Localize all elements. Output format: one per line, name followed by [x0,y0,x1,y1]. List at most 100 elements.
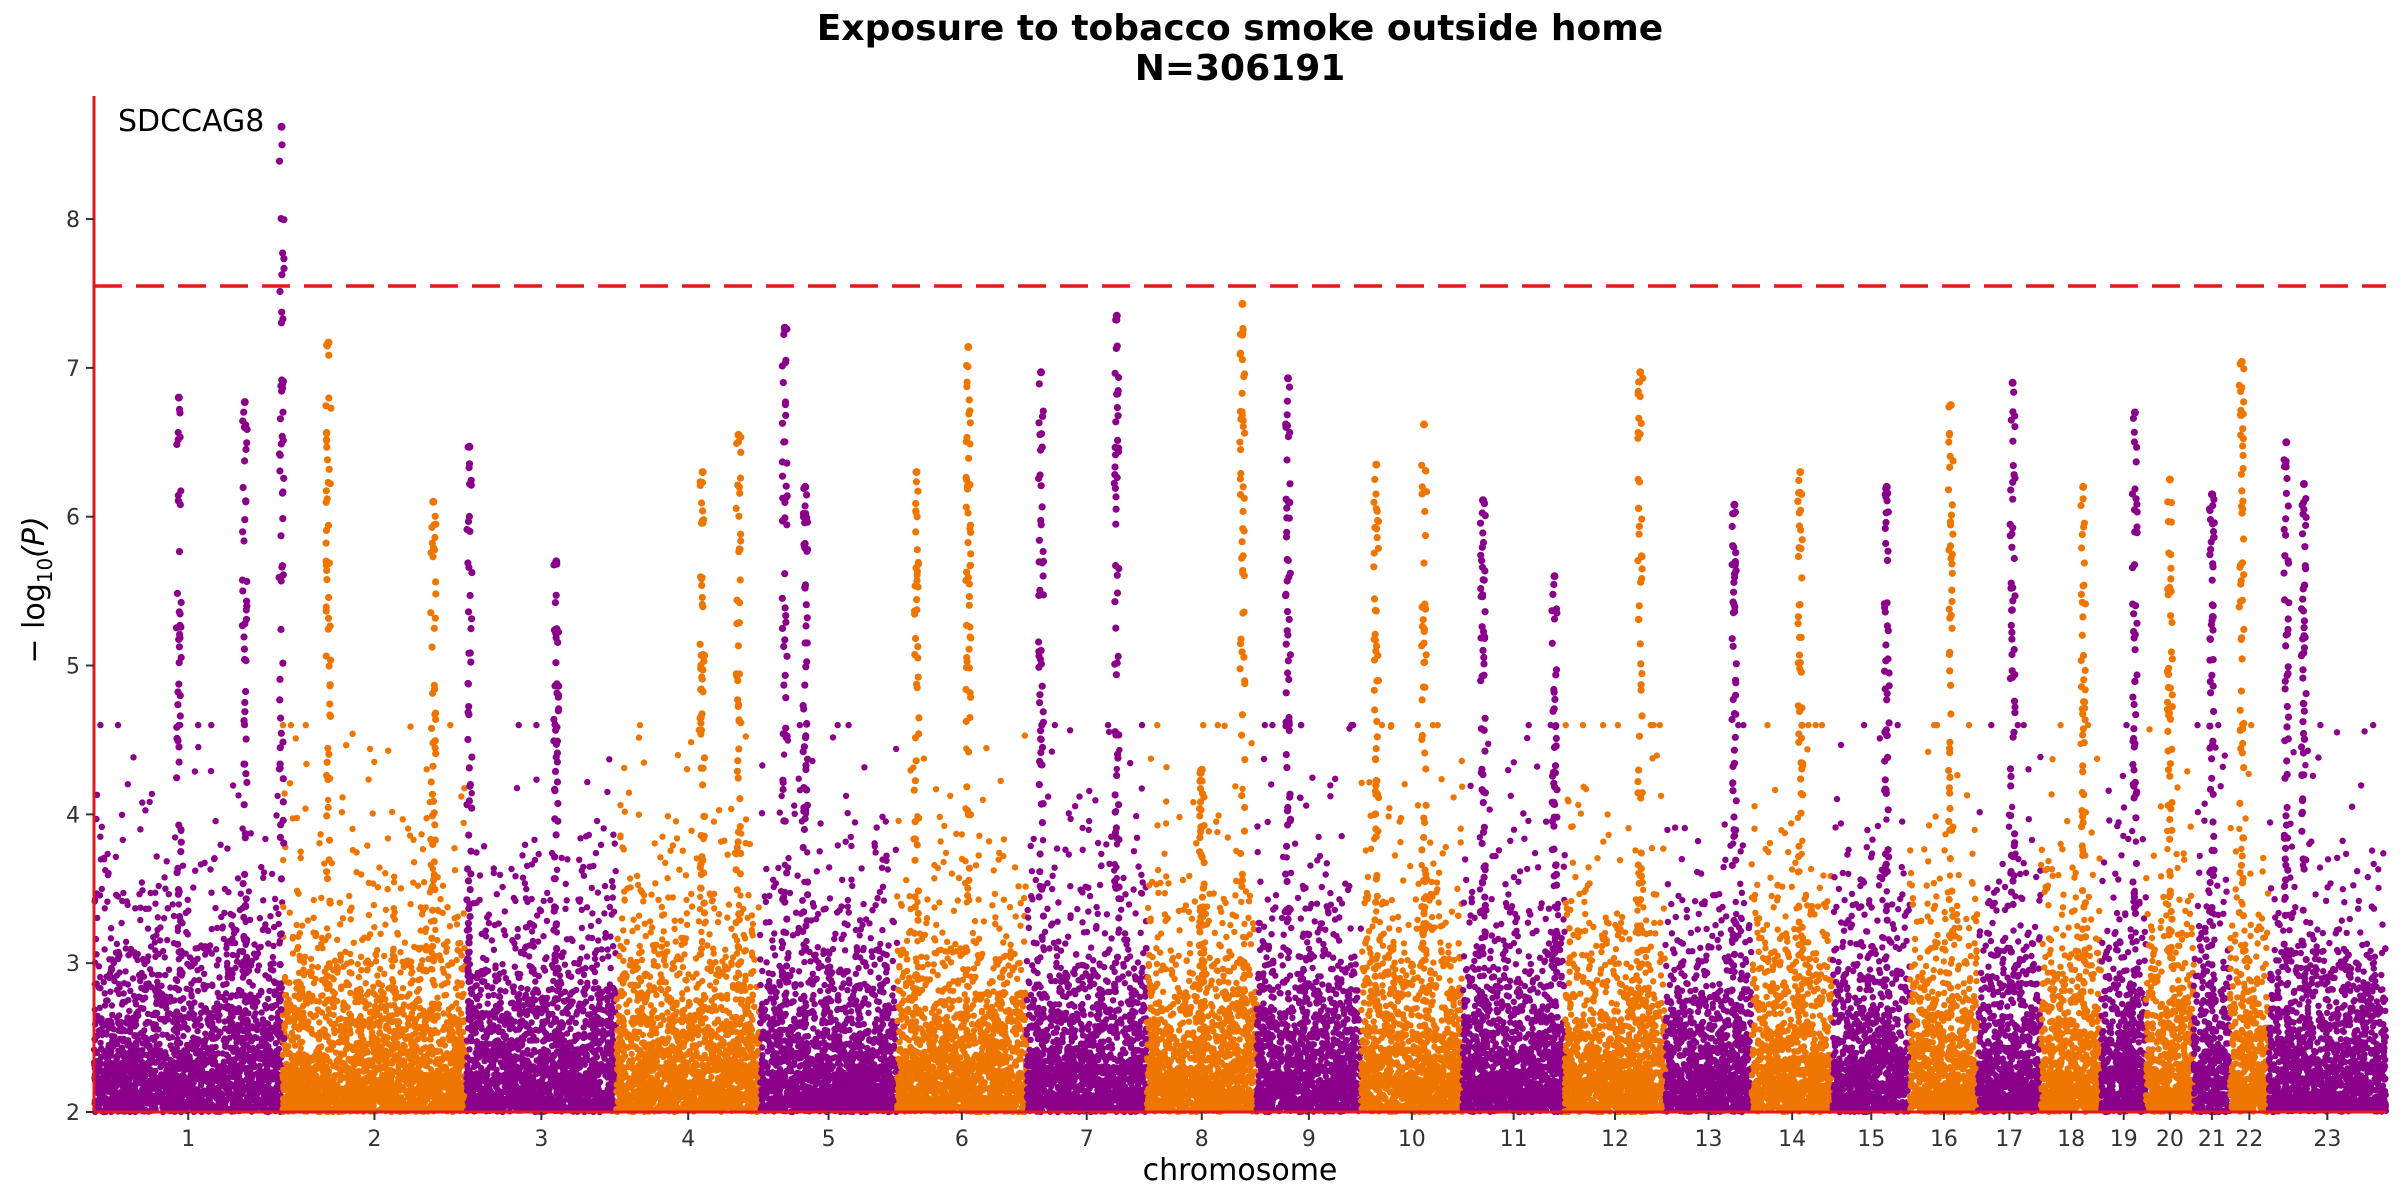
snp-point [365,911,373,919]
snp-point [268,1049,275,1057]
snp-point [289,815,297,822]
snp-point [453,921,461,928]
snp-point [188,991,195,998]
snp-point [452,1045,459,1053]
snp-point [407,1013,415,1020]
snp-point [295,933,302,940]
snp-point [168,1058,176,1065]
snp-point [389,963,396,970]
snp-point [123,1020,130,1027]
snp-point [288,1029,296,1037]
snp-point [233,958,241,965]
snp-point [269,1076,276,1083]
snp-point [304,1056,311,1064]
snp-point [224,1005,231,1012]
snp-point [416,1083,423,1091]
snp-point [375,1051,382,1058]
snp-point [375,1091,383,1098]
snp-point [129,975,137,982]
snp-point [303,760,310,768]
snp-point [103,1083,111,1091]
snp-point [105,1074,112,1082]
snp-point [223,1051,230,1058]
snp-point [246,978,253,986]
snp-point [281,1021,288,1029]
snp-point [333,1094,340,1102]
snp-point [601,882,609,890]
snp-point [382,870,389,877]
snp-point [439,882,447,889]
snp-point [240,1065,248,1072]
snp-point [216,974,223,981]
snp-point [129,1052,137,1060]
snp-point [223,1038,230,1046]
snp-point [266,987,273,995]
snp-point [117,1021,124,1028]
snp-point [220,1071,227,1078]
snp-point [253,1034,260,1042]
chromosome-1-points [90,721,286,1116]
snp-point [150,1025,157,1032]
snp-point [132,905,139,912]
snp-point [229,935,236,942]
snp-point [269,1094,276,1102]
snp-point [236,906,244,914]
snp-point [233,1075,240,1082]
snp-point [272,904,280,911]
snp-point [269,953,276,961]
snp-point [567,935,575,943]
snp-point [397,949,404,956]
snp-point [316,998,323,1005]
snp-point [153,1042,160,1049]
snp-point [350,939,357,946]
snp-point [106,974,113,981]
snp-point [574,1008,581,1015]
snp-point [100,979,107,986]
snp-point [408,1041,415,1048]
snp-point [154,926,161,933]
snp-point [265,927,272,934]
snp-point [184,896,191,903]
snp-point [258,987,265,995]
snp-point [228,992,236,999]
snp-point [209,1014,216,1021]
snp-point [305,1090,312,1097]
snp-point [370,983,377,990]
snp-point [202,1030,209,1037]
snp-point [381,952,388,960]
snp-point [532,978,539,985]
snp-point [389,1012,396,1019]
snp-point [202,946,210,953]
snp-point [451,1035,458,1043]
snp-point [146,798,153,806]
snp-point [337,957,344,964]
snp-point [408,979,415,987]
snp-point [382,921,389,928]
snp-point [198,964,205,972]
snp-point [276,940,283,947]
snp-point [512,873,519,880]
snp-point [357,953,365,960]
snp-point [237,890,244,897]
snp-point [415,1063,423,1070]
snp-point [103,1067,111,1074]
snp-point [270,923,278,931]
snp-point [210,1060,217,1068]
snp-point [353,1072,360,1080]
snp-point [426,1058,434,1065]
chromosome-3-points [463,721,620,1116]
snp-point [288,1093,295,1100]
snp-point [269,960,276,967]
snp-point [177,1093,184,1100]
snp-point [117,1060,124,1067]
snp-point [415,976,422,984]
snp-point [443,1050,451,1057]
snp-point [332,1062,340,1069]
snp-point [273,812,280,819]
snp-point [174,927,181,935]
snp-point [132,1001,140,1008]
snp-point [108,964,115,971]
snp-point [153,853,160,860]
snp-point [318,894,325,902]
snp-point [583,953,591,960]
